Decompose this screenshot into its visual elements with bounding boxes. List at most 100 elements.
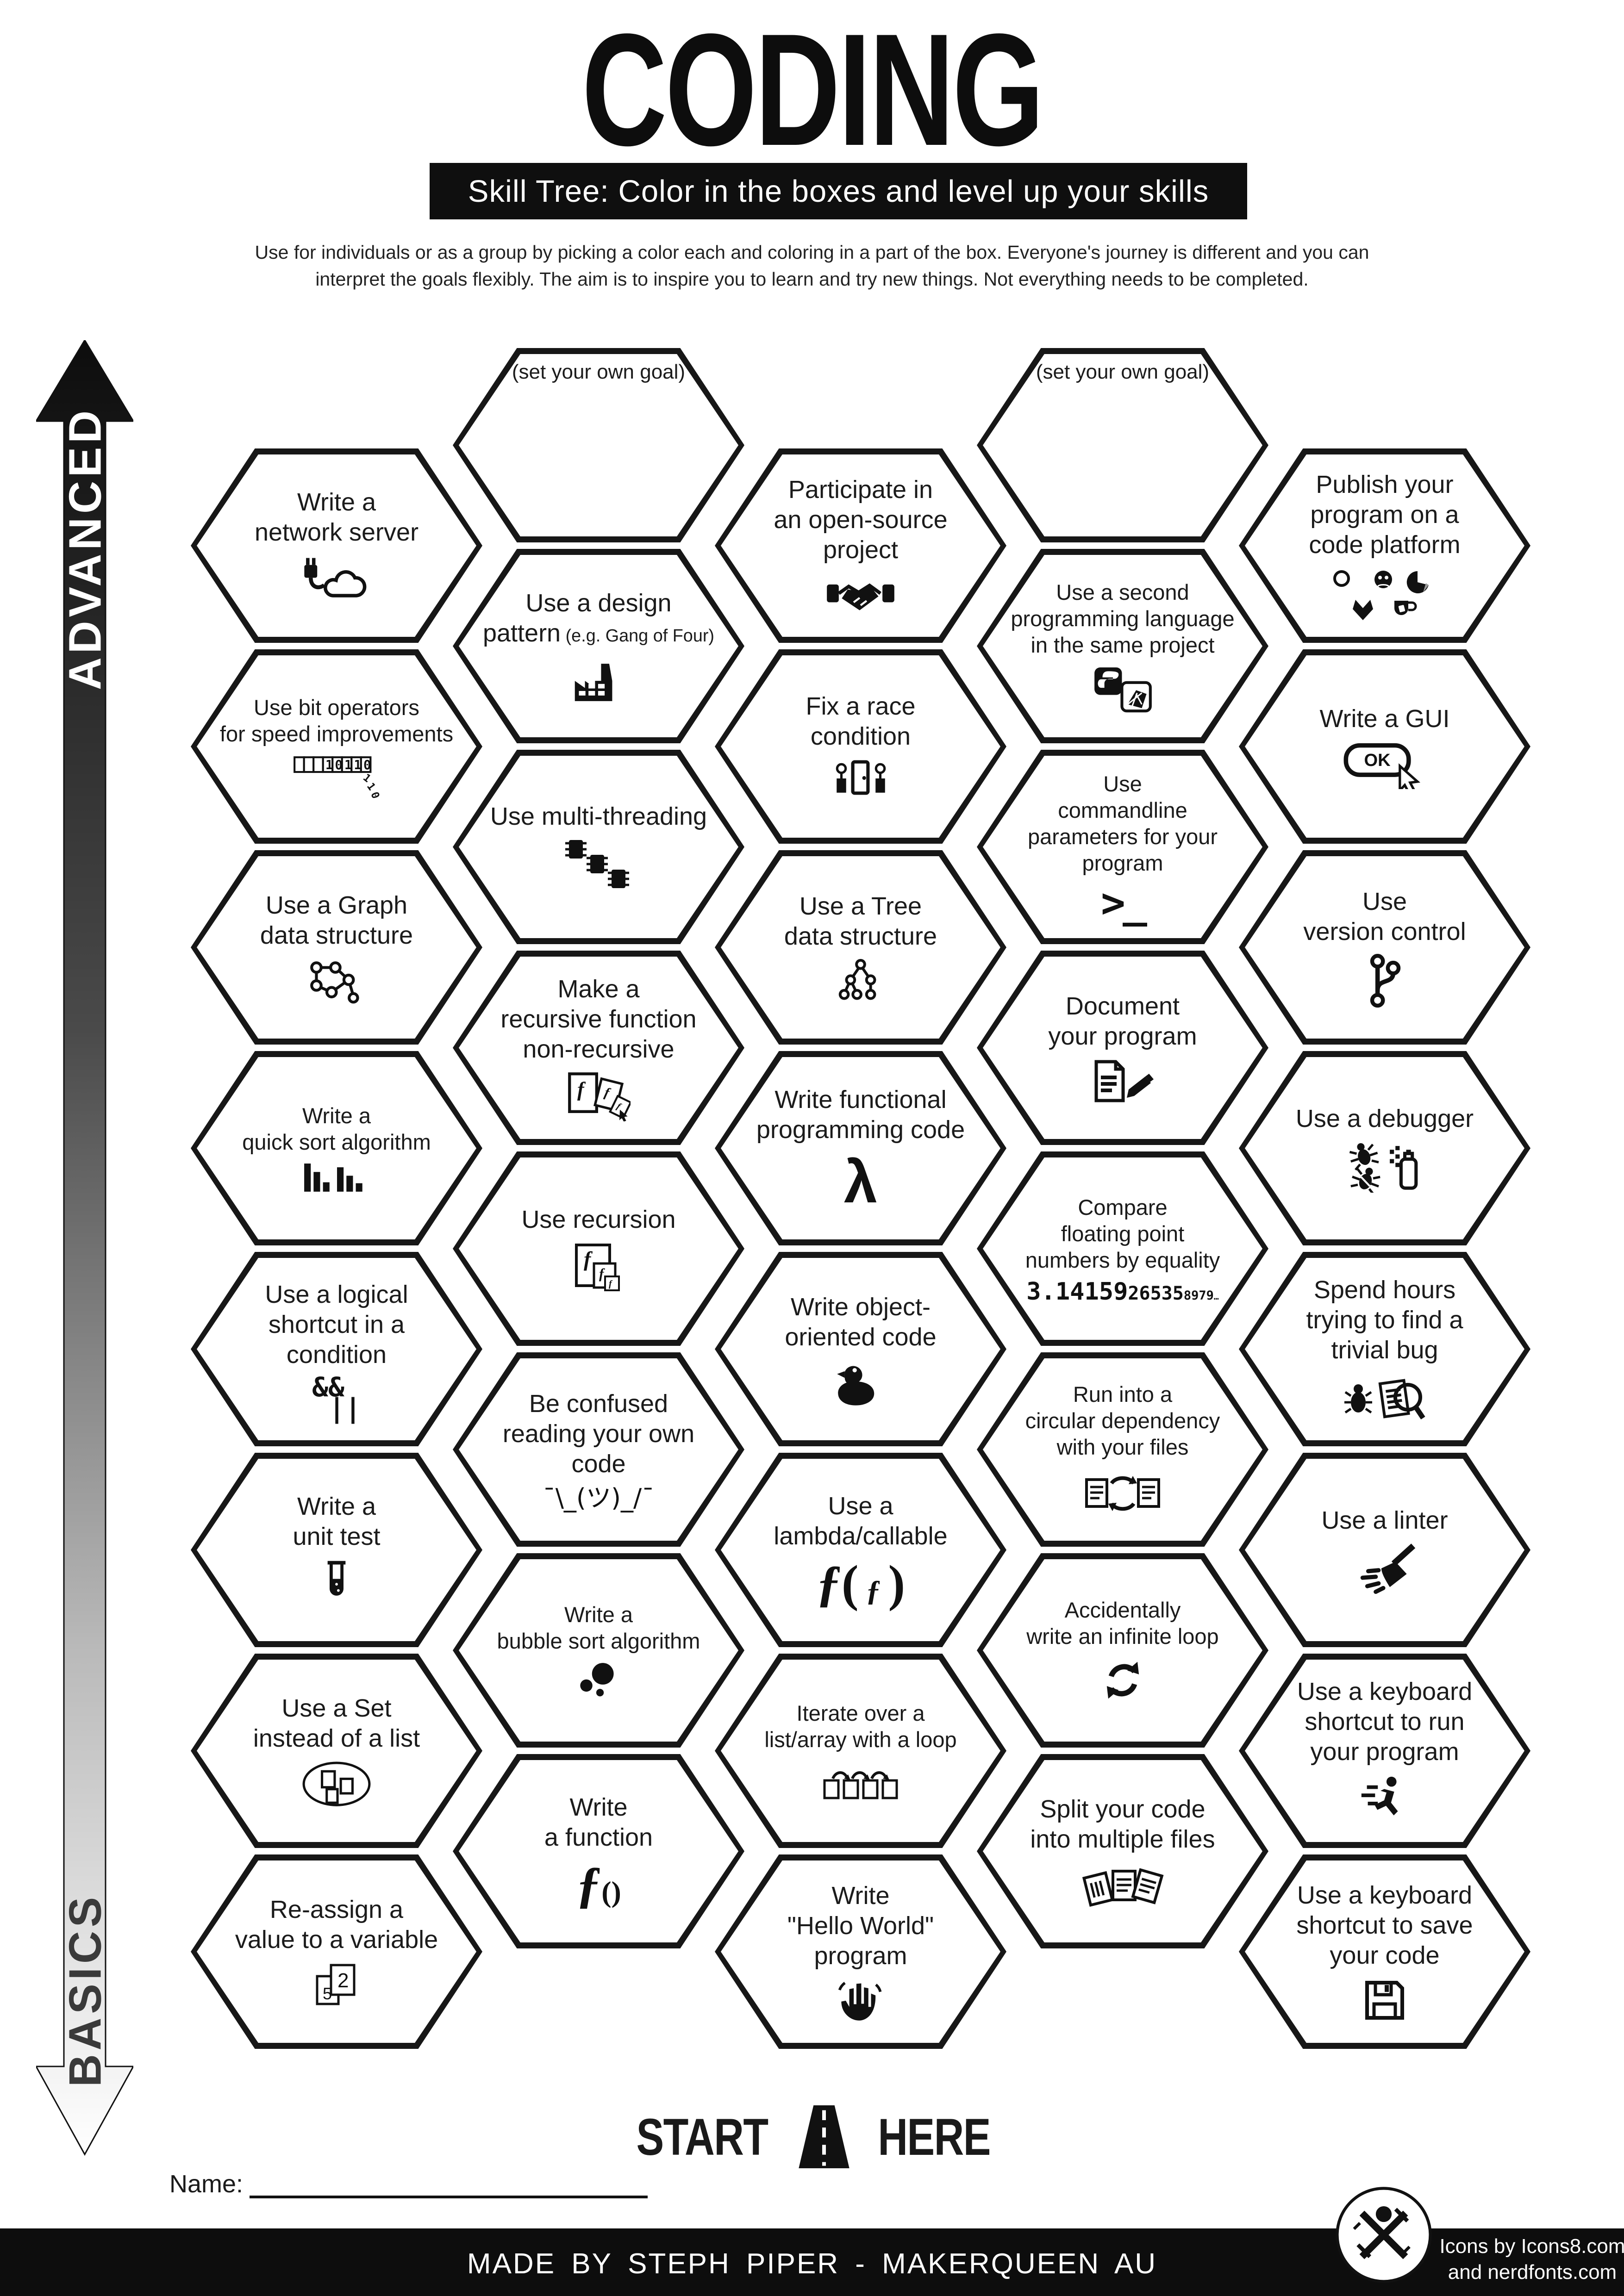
hex-fill bbox=[459, 957, 738, 1139]
hex-quick-sort[interactable]: Write a quick sort algorithm bbox=[191, 1051, 482, 1245]
skill-label-line: Use multi-threading bbox=[490, 802, 707, 830]
hex-hello-world[interactable]: Write "Hello World" program bbox=[715, 1854, 1006, 2049]
hex-bubble-sort[interactable]: Write a bubble sort algorithm bbox=[453, 1553, 744, 1748]
skill-label-line: code platform bbox=[1309, 530, 1461, 559]
skill-label-line: your program bbox=[1048, 1022, 1197, 1050]
hex-fill bbox=[983, 756, 1262, 938]
hex-unit-test[interactable]: Write a unit test bbox=[191, 1453, 482, 1647]
hex-use-set[interactable]: Use a Set instead of a list bbox=[191, 1654, 482, 1848]
hex-fill bbox=[459, 555, 738, 737]
skill-label: Write a network server bbox=[255, 487, 418, 548]
hex-fill bbox=[721, 1459, 1000, 1641]
skill-label-line: write an infinite loop bbox=[1026, 1624, 1219, 1649]
skill-label-line: recursive function bbox=[500, 1005, 697, 1033]
hex-publish-platform[interactable]: Publish your program on a code platform bbox=[1239, 448, 1530, 643]
hex-use-debugger[interactable]: Use a debugger bbox=[1239, 1051, 1530, 1245]
doc-marker-icon bbox=[1090, 1058, 1156, 1104]
hex-fill bbox=[983, 957, 1262, 1139]
hex-tree-structure[interactable]: Use a Tree data structure bbox=[715, 850, 1006, 1045]
skill-label-line: Use bbox=[1362, 887, 1407, 915]
hex-fill bbox=[459, 354, 738, 536]
hex-goal-left[interactable]: (set your own goal) bbox=[453, 348, 744, 542]
hex-commandline-params[interactable]: Use commandline parameters for your program… bbox=[977, 750, 1268, 944]
hex-logical-shortcut[interactable]: Use a logical shortcut in a condition && || bbox=[191, 1252, 482, 1446]
hex-use-linter[interactable]: Use a linter bbox=[1239, 1453, 1530, 1647]
skill-label: Split your code into multiple files bbox=[1030, 1794, 1215, 1854]
hex-content: Iterate over a list/array with a loop bbox=[742, 1666, 980, 1836]
skill-label-line: Spend hours bbox=[1313, 1276, 1456, 1304]
subtitle-text: Skill Tree: Color in the boxes and level… bbox=[468, 174, 1209, 209]
skill-label-line: in the same project bbox=[1031, 633, 1215, 658]
hex-confused-code[interactable]: Be confused reading your own code ¯\_(ツ)_/… bbox=[453, 1352, 744, 1547]
hex-shortcut-save[interactable]: Use a keyboard shortcut to save your code bbox=[1239, 1854, 1530, 2049]
hex-iterate-loop[interactable]: Iterate over a list/array with a loop bbox=[715, 1654, 1006, 1848]
hex-content: Use a keyboard shortcut to run your progra… bbox=[1266, 1666, 1504, 1836]
hex-race-condition[interactable]: Fix a race condition bbox=[715, 649, 1006, 844]
hex-trivial-bug[interactable]: Spend hours trying to find a trivial bug bbox=[1239, 1252, 1530, 1446]
skill-label-line: bubble sort algorithm bbox=[497, 1629, 700, 1654]
skill-label: Write a bubble sort algorithm bbox=[497, 1601, 700, 1654]
skill-label-line: into multiple files bbox=[1030, 1825, 1215, 1853]
skill-label: Use bit operators for speed improvements bbox=[220, 694, 453, 747]
hex-fill bbox=[983, 1559, 1262, 1742]
hex-fill bbox=[1245, 856, 1524, 1039]
hex-circular-dependency[interactable]: Run into a circular dependency with your f… bbox=[977, 1352, 1268, 1547]
pi-digits-icon: 3.14159265358979… bbox=[1026, 1277, 1219, 1306]
start-here: START HERE bbox=[0, 2100, 1624, 2173]
hex-write-gui[interactable]: Write a GUI OK bbox=[1239, 649, 1530, 844]
description-line: interpret the goals flexibly. The aim is… bbox=[315, 268, 1309, 290]
skill-label-line: Iterate over a bbox=[796, 1701, 925, 1725]
hex-document-program[interactable]: Document your program bbox=[977, 951, 1268, 1145]
hex-shortcut-run[interactable]: Use a keyboard shortcut to run your progra… bbox=[1239, 1654, 1530, 1848]
terminal-icon: >_ bbox=[1101, 879, 1147, 927]
skill-label-line: "Hello World" bbox=[787, 1911, 934, 1940]
skill-label: Spend hours trying to find a trivial bug bbox=[1306, 1275, 1463, 1365]
hex-float-equality[interactable]: Compare floating point numbers by equality… bbox=[977, 1151, 1268, 1346]
hex-lambda-callable[interactable]: Use a lambda/callable ƒ( ƒ ) bbox=[715, 1453, 1006, 1647]
hex-content: Use a keyboard shortcut to save your code bbox=[1266, 1867, 1504, 2037]
skill-label-line: project bbox=[823, 536, 899, 564]
hex-multi-threading[interactable]: Use multi-threading bbox=[453, 750, 744, 944]
skill-label: Accidentally write an infinite loop bbox=[1026, 1597, 1218, 1649]
hex-fill bbox=[1245, 1459, 1524, 1641]
hex-object-oriented[interactable]: Write object-oriented code bbox=[715, 1252, 1006, 1446]
skill-label-line: with your files bbox=[1056, 1434, 1189, 1459]
hex-goal-right[interactable]: (set your own goal) bbox=[977, 348, 1268, 542]
skill-label: Write a GUI bbox=[1319, 704, 1449, 734]
hex-version-control[interactable]: Use version control bbox=[1239, 850, 1530, 1045]
skill-label-line: Use a second bbox=[1056, 580, 1189, 605]
hex-functional-code[interactable]: Write functional programming code λ bbox=[715, 1051, 1006, 1245]
skill-label-line: Participate in bbox=[788, 476, 933, 504]
hex-design-pattern[interactable]: Use a design pattern (e.g. Gang of Four) bbox=[453, 549, 744, 743]
hex-open-source[interactable]: Participate in an open-source project bbox=[715, 448, 1006, 643]
hex-content: Write a GUI OK bbox=[1266, 661, 1504, 832]
hex-graph-structure[interactable]: Use a Graph data structure bbox=[191, 850, 482, 1045]
name-input-line[interactable] bbox=[250, 2171, 648, 2198]
hex-infinite-loop[interactable]: Accidentally write an infinite loop bbox=[977, 1553, 1268, 1748]
hex-content: Use a linter bbox=[1266, 1465, 1504, 1635]
hex-network-server[interactable]: Write a network server bbox=[191, 448, 482, 643]
skill-label-line: programming language bbox=[1011, 606, 1235, 631]
hex-fill bbox=[197, 454, 476, 637]
hex-content: (set your own goal) bbox=[480, 360, 718, 530]
hex-bit-operators[interactable]: Use bit operators for speed improvements … bbox=[191, 649, 482, 844]
hex-fill bbox=[983, 1157, 1262, 1340]
skill-label-line: Use a logical bbox=[265, 1280, 408, 1308]
hex-write-function[interactable]: Write a function ƒ() bbox=[453, 1754, 744, 1948]
svg-text:1: 1 bbox=[325, 757, 333, 772]
axis-label-advanced: ADVANCED bbox=[59, 406, 111, 691]
hex-fill bbox=[459, 1760, 738, 1942]
hex-content: Use a Set instead of a list bbox=[218, 1666, 456, 1836]
skill-label-line: numbers by equality bbox=[1025, 1247, 1220, 1272]
hex-fill bbox=[197, 1660, 476, 1842]
skill-label-line: value to a variable bbox=[235, 1926, 438, 1954]
hex-content: Accidentally write an infinite loop bbox=[1004, 1565, 1242, 1736]
skill-label: Use a Tree data structure bbox=[784, 891, 937, 952]
hex-split-files[interactable]: Split your code into multiple files bbox=[977, 1754, 1268, 1948]
hex-second-language[interactable]: Use a second programming language in the s… bbox=[977, 549, 1268, 743]
hex-fill bbox=[197, 1258, 476, 1440]
